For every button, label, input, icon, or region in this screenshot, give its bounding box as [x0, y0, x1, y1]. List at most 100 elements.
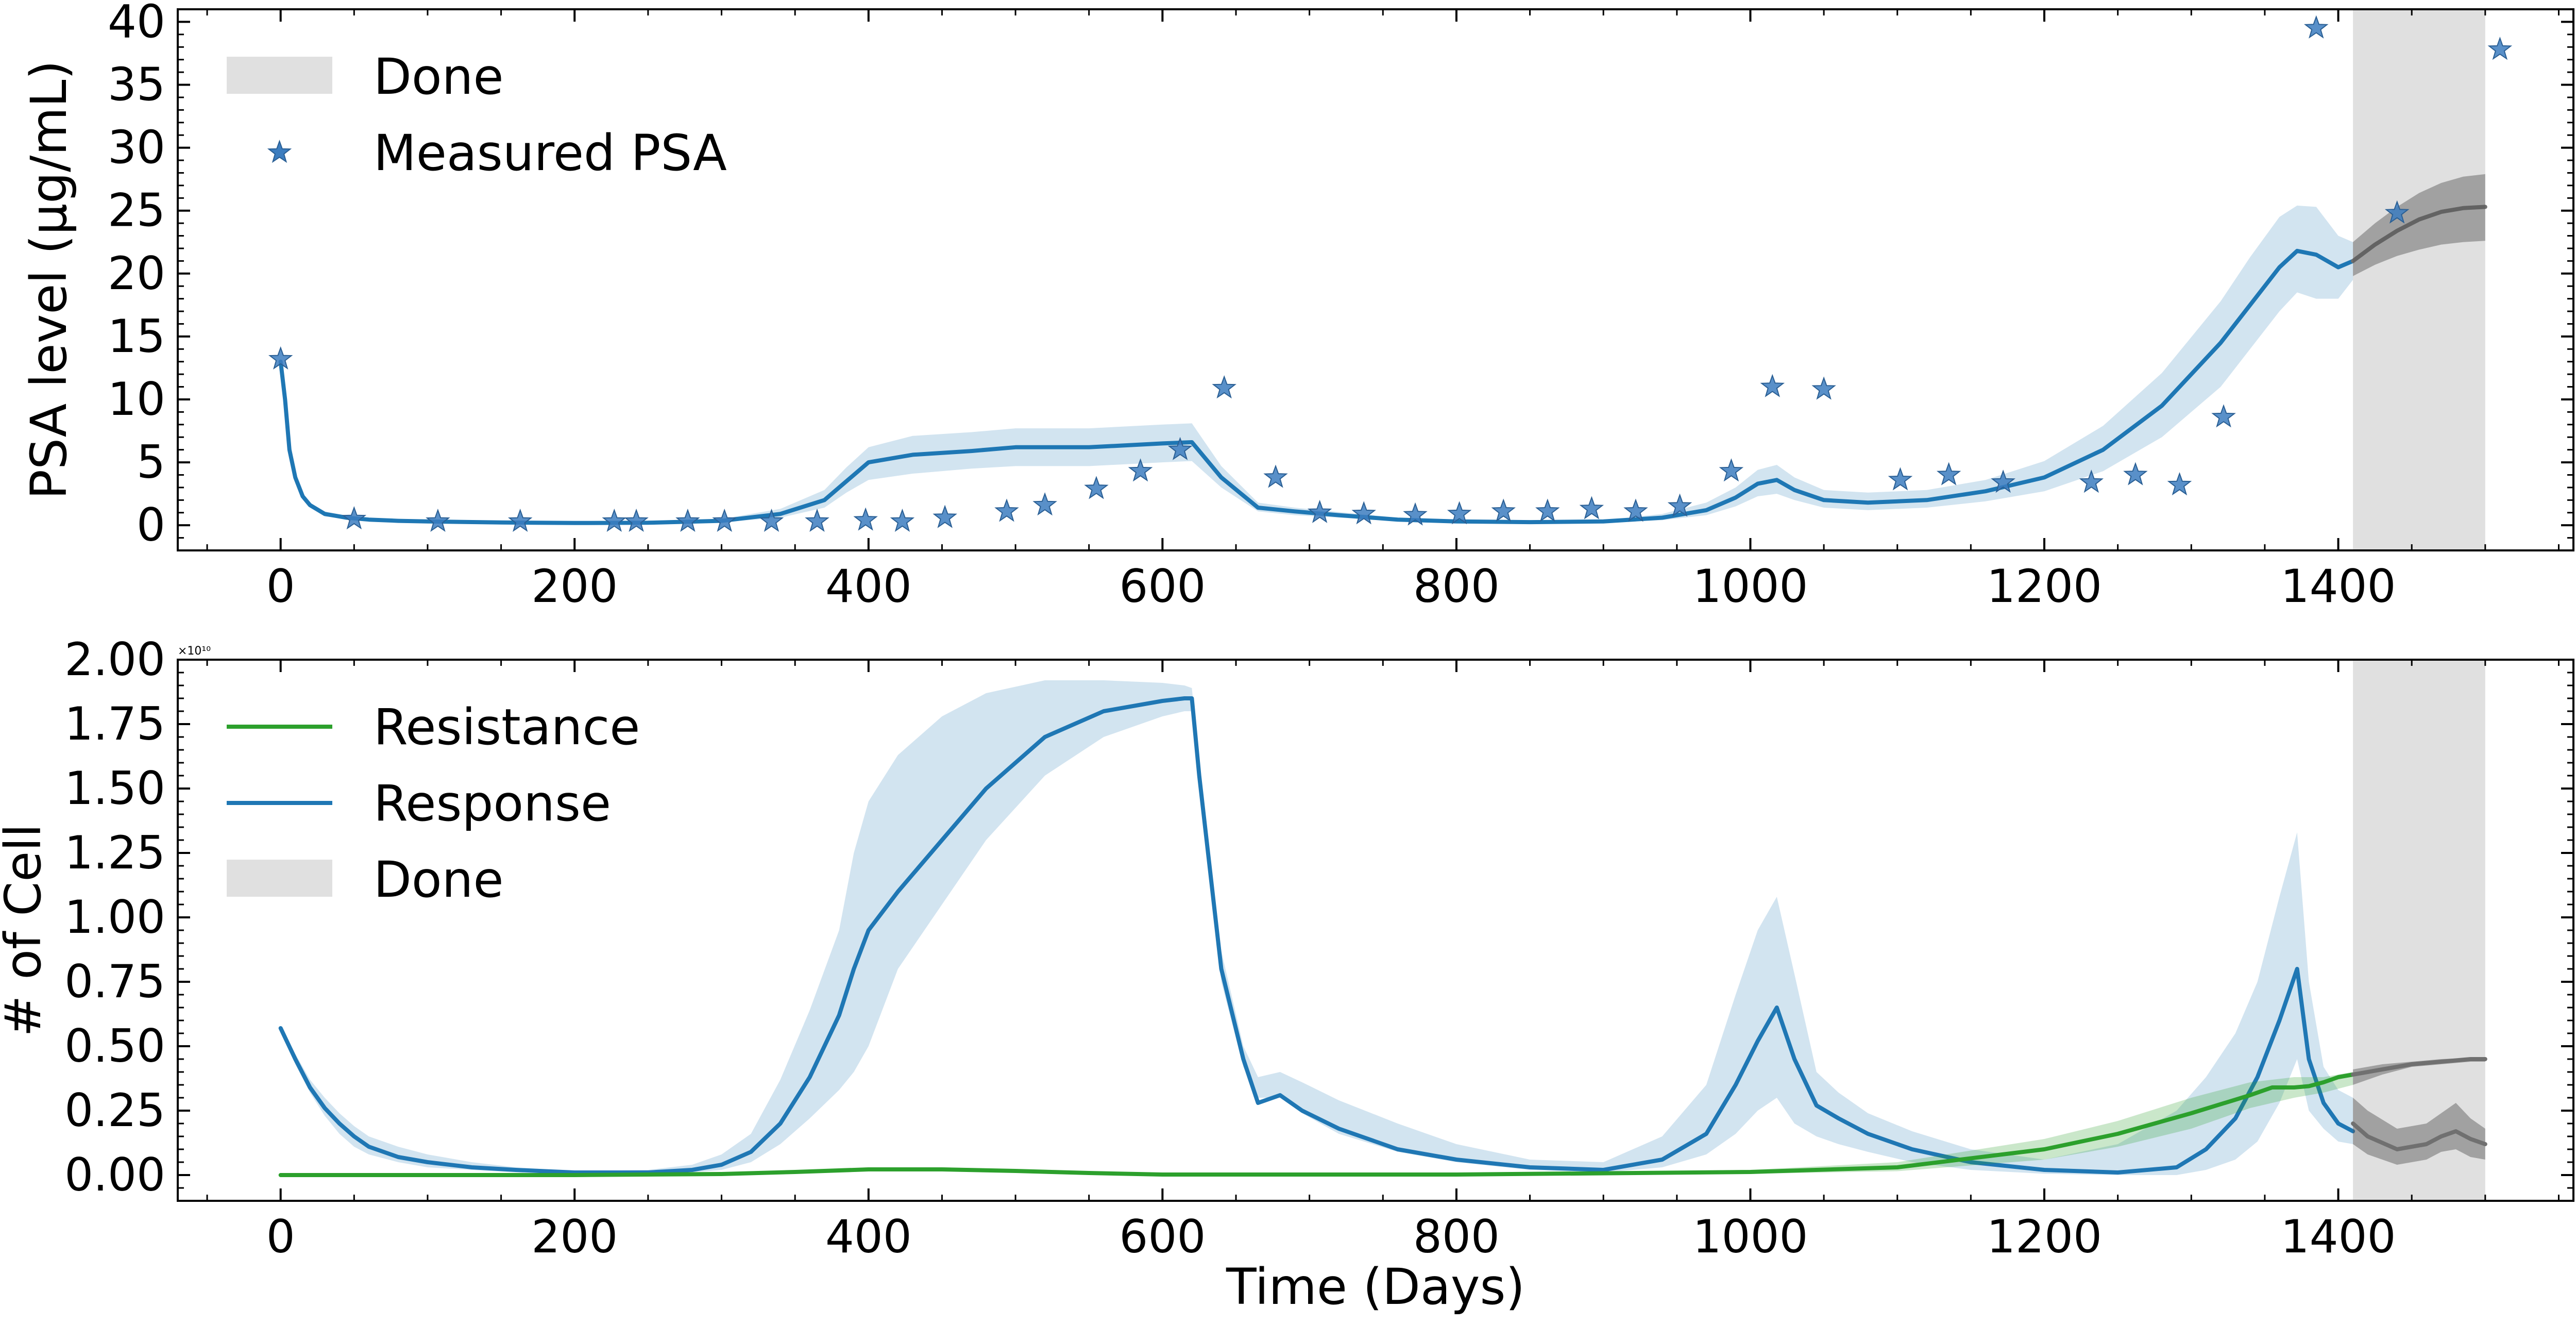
y-axis-label: PSA level (μg/mL)	[20, 60, 78, 499]
y-tick-label: 5	[137, 435, 165, 489]
psa-panel: 0 200 400 600 800 1000 1200 1400 0 5 10 15 20 25 30 35 4…	[20, 0, 2574, 613]
measured-psa-point	[1447, 501, 1472, 525]
x-tick-label: 1400	[2281, 560, 2396, 613]
series-line-0	[278, 248, 2355, 525]
measured-psa-point	[933, 505, 957, 528]
measured-psa-point	[2123, 462, 2148, 485]
x-tick-label: 0	[266, 1210, 295, 1263]
y-tick-label: 1.25	[64, 826, 165, 879]
uncertainty-band-4	[2353, 1058, 2485, 1085]
measured-psa-point	[1084, 476, 1109, 499]
measured-psa-point	[1760, 374, 1785, 397]
legend-label: Response	[374, 775, 611, 832]
measured-psa-point	[1307, 499, 1332, 523]
measured-psa-point	[602, 508, 627, 532]
measured-psa-point	[1403, 502, 1428, 526]
legend-label: Done	[374, 851, 504, 909]
legend-patch-marker	[227, 57, 332, 94]
y-tick-label: 0.00	[64, 1148, 165, 1201]
plot-area	[278, 660, 2487, 1201]
axes-frame	[177, 8, 2574, 551]
measured-psa-point	[1263, 464, 1288, 488]
measured-psa-point	[712, 508, 737, 532]
measured-psa-point	[1579, 496, 1604, 519]
measured-psa-point	[1351, 501, 1376, 525]
uncertainty-band-1	[280, 205, 2353, 524]
y-tick-label: 1.50	[64, 762, 165, 815]
y-tick-label: 30	[108, 121, 165, 174]
measured-psa-point	[1623, 498, 1648, 522]
y-offset-label: ×10¹⁰	[178, 645, 211, 658]
done-region	[2353, 660, 2485, 1201]
measured-psa-point	[2384, 200, 2410, 224]
series-line-5	[2351, 1057, 2487, 1077]
y-tick-label: 35	[108, 58, 165, 111]
measured-psa-point	[1167, 437, 1193, 460]
legend-star-marker	[267, 140, 292, 163]
y-tick-label: 20	[108, 247, 165, 300]
y-tick-label: 0.25	[64, 1084, 165, 1137]
measured-psa-point	[1212, 375, 1236, 399]
x-tick-label: 200	[531, 560, 618, 613]
series-line-3	[278, 1072, 2355, 1177]
series-line-2	[2351, 205, 2487, 263]
legend-label: Done	[374, 48, 504, 106]
y-tick-label: 15	[108, 310, 165, 363]
done-region	[2353, 9, 2485, 550]
x-tick-label: 400	[825, 560, 912, 613]
x-tick-label: 1000	[1692, 1210, 1808, 1263]
x-tick-label: 200	[531, 1210, 618, 1263]
uncertainty-band-3	[2353, 174, 2485, 276]
x-tick-label: 1000	[1692, 560, 1808, 613]
y-tick-label: 0	[137, 498, 165, 551]
measured-psa-point	[268, 346, 293, 370]
measured-psa-point	[805, 508, 829, 532]
y-tick-label: 1.75	[64, 697, 165, 750]
measured-psa-point	[507, 508, 533, 532]
y-tick-label: 0.75	[64, 955, 165, 1008]
x-tick-label: 1200	[1987, 560, 2102, 613]
x-tick-label: 1200	[1987, 1210, 2102, 1263]
measured-psa-point	[1936, 462, 1961, 485]
series-line-1	[278, 696, 2355, 1175]
x-tick-label: 800	[1413, 560, 1500, 613]
legend-label: Measured PSA	[374, 124, 727, 182]
measured-psa-point	[1667, 493, 1692, 517]
measured-psa-point	[1128, 458, 1153, 482]
x-tick-label: 600	[1119, 560, 1206, 613]
measured-psa-point	[1888, 467, 1913, 491]
y-tick-label: 2.00	[64, 633, 165, 686]
y-axis-label: # of Cell	[0, 824, 52, 1036]
measured-psa-point	[342, 506, 367, 530]
uncertainty-band-0	[280, 680, 2353, 1175]
measured-psa-point	[675, 508, 700, 532]
y-tick-label: 1.00	[64, 891, 165, 944]
measured-psa-point	[2167, 472, 2192, 496]
series-line-7	[2351, 1121, 2487, 1151]
measured-psa-point	[1032, 492, 1057, 516]
y-tick-label: 25	[108, 184, 165, 237]
measured-psa-point	[759, 508, 784, 532]
legend-label: Resistance	[374, 698, 640, 756]
x-axis-label: Time (Days)	[1226, 1258, 1525, 1316]
measured-psa-point	[624, 508, 649, 532]
measured-psa-point	[1991, 470, 2015, 493]
measured-psa-point	[1719, 458, 1744, 482]
uncertainty-band-6	[2353, 1098, 2485, 1165]
legend-patch-marker	[227, 860, 332, 897]
y-tick-label: 10	[108, 373, 165, 426]
measured-psa-point	[2487, 37, 2513, 60]
measured-psa-point	[994, 498, 1019, 522]
measured-psa-point	[2303, 15, 2329, 39]
x-tick-label: 400	[825, 1210, 912, 1263]
plot-area	[268, 9, 2513, 550]
measured-psa-point	[1535, 498, 1560, 522]
x-tick-label: 600	[1119, 1210, 1206, 1263]
measured-psa-point	[2211, 404, 2236, 428]
measured-psa-point	[890, 508, 915, 532]
y-tick-label: 0.50	[64, 1019, 165, 1072]
measured-psa-point	[426, 508, 450, 532]
measured-psa-point	[2079, 470, 2104, 493]
x-tick-label: 0	[266, 560, 295, 613]
